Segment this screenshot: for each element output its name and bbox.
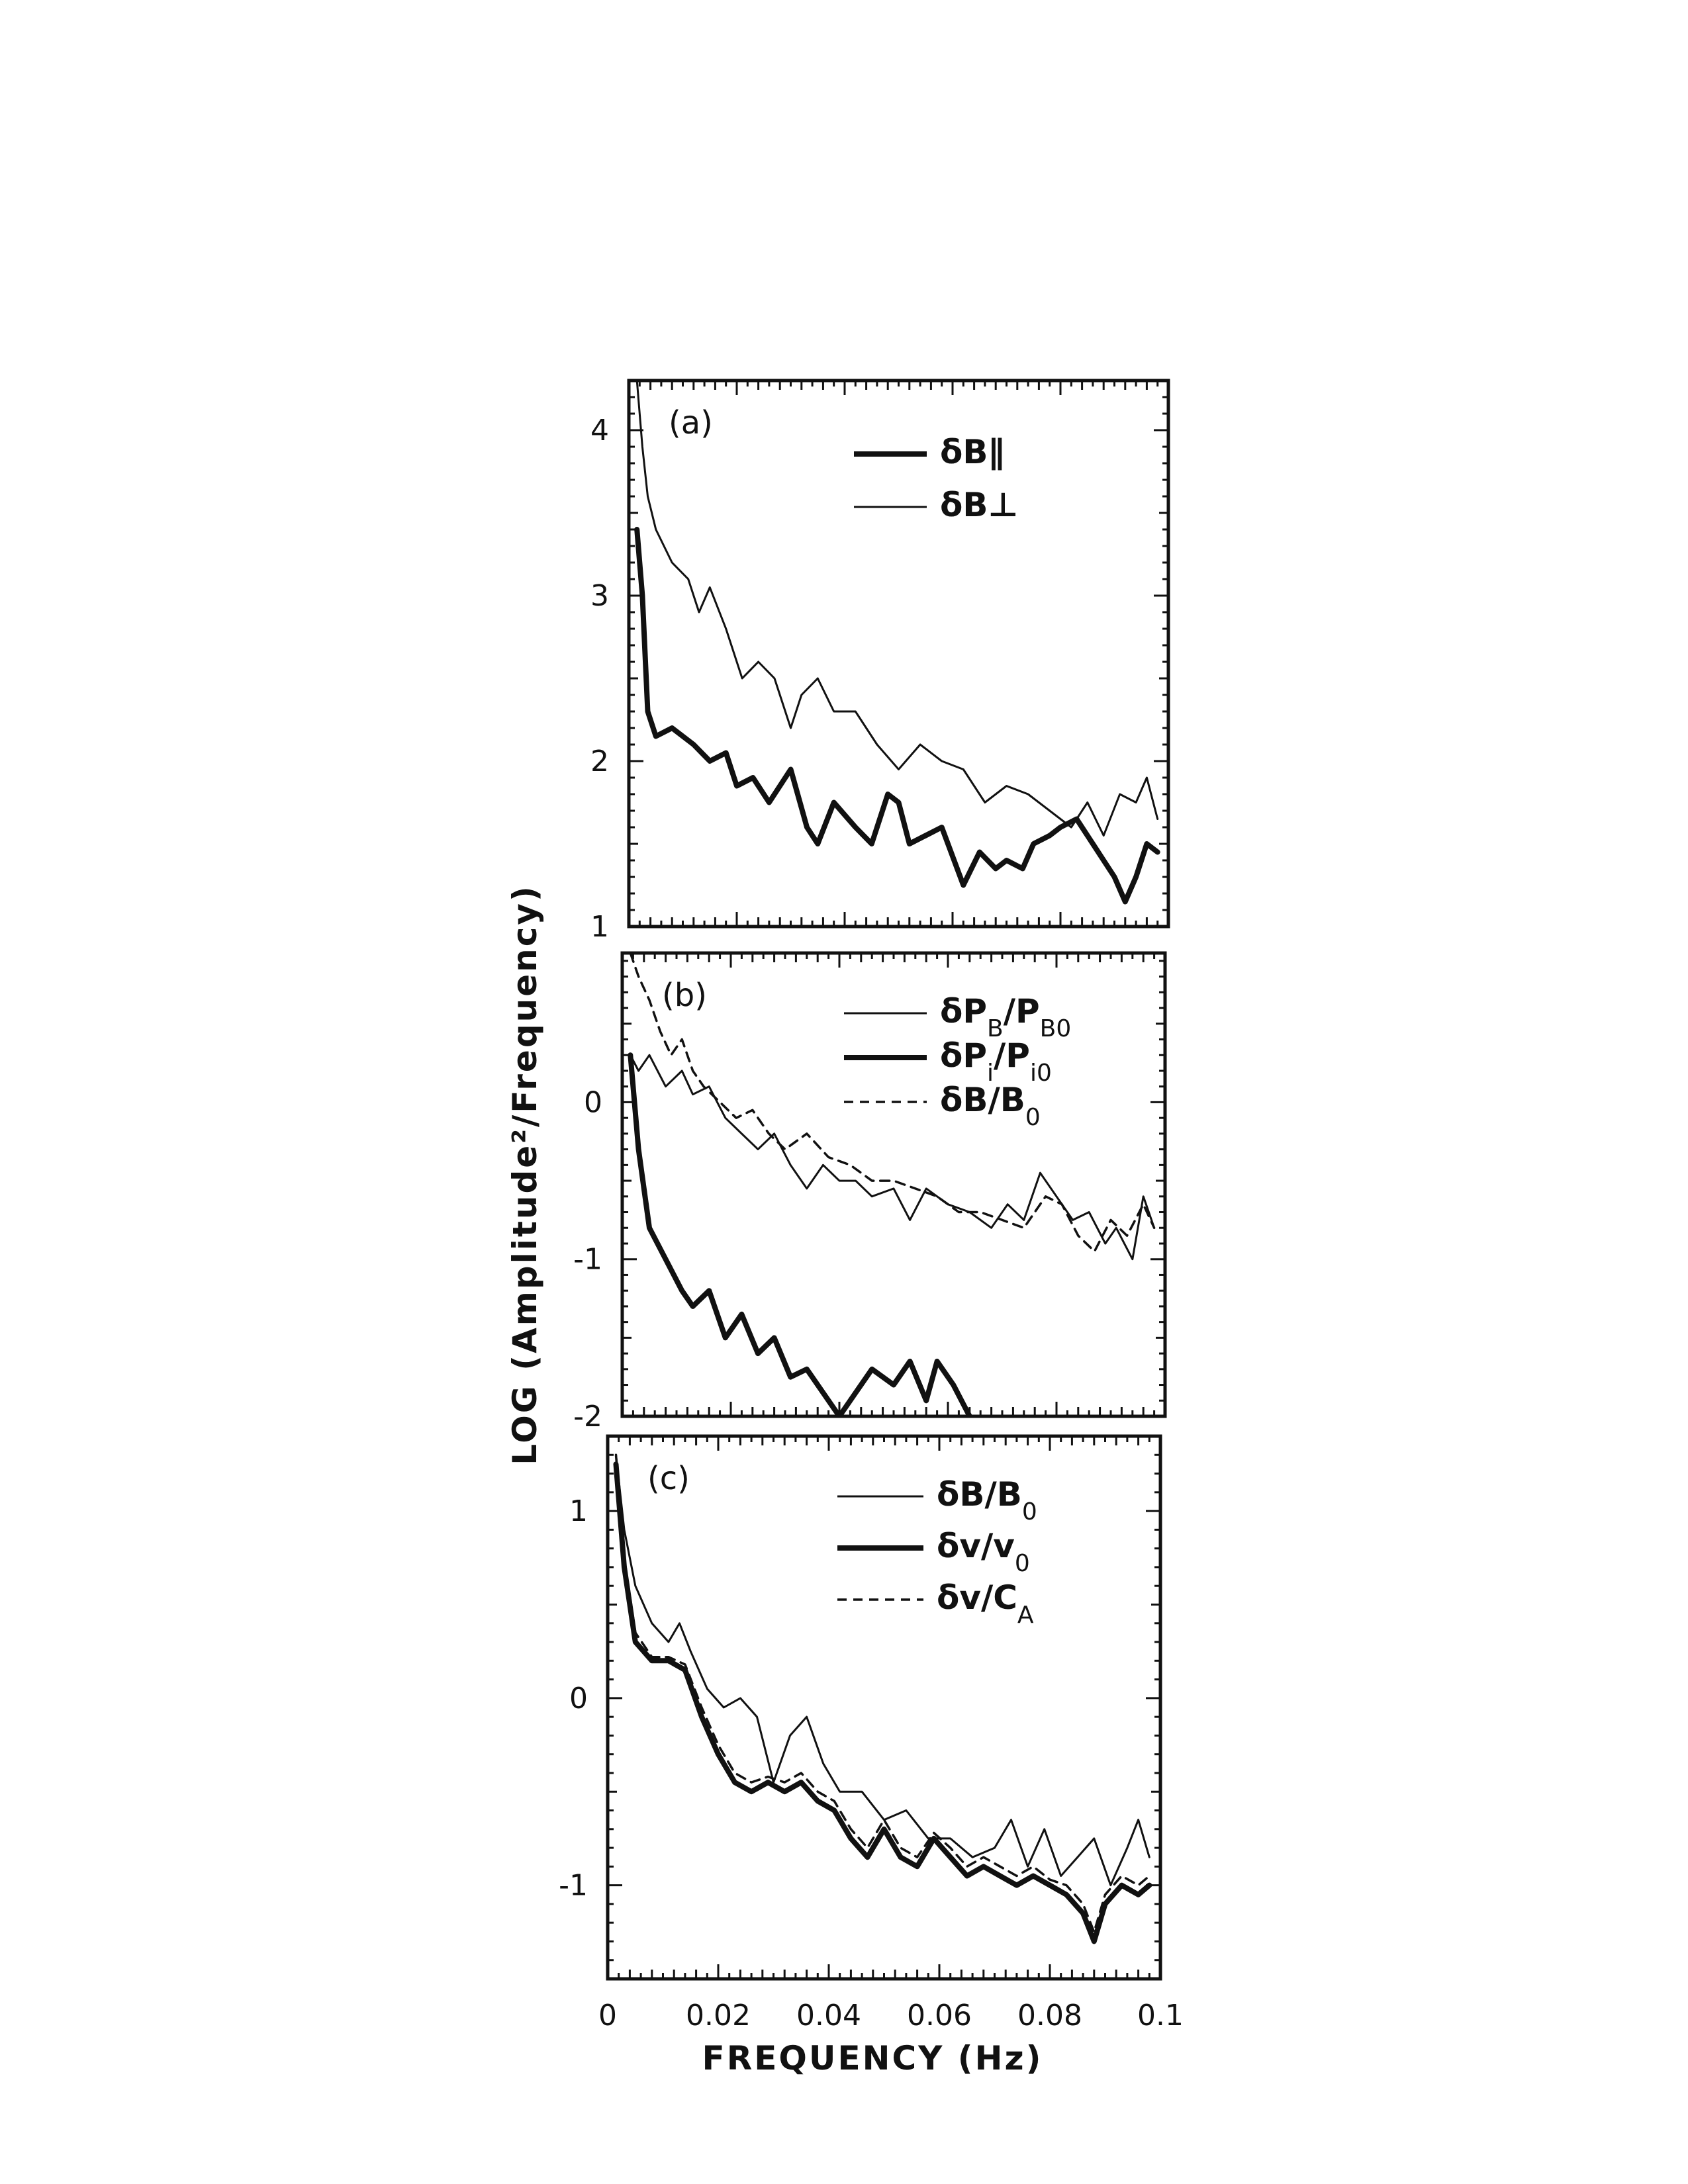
plot-frame	[627, 379, 1170, 929]
series-line	[629, 953, 1156, 1253]
panel-label: (b)	[662, 977, 707, 1014]
y-tick-label: 3	[590, 579, 609, 613]
panel-label: (c)	[647, 1460, 690, 1497]
x-tick-label: 0.08	[1017, 1999, 1082, 2032]
y-tick-label: -2	[573, 1400, 602, 1433]
series-line	[628, 1052, 972, 1416]
panel-c: -1 0 1 0 0.02 0.04 0.06 0.08 0.1 (c) δB/B0δv/v0δv/…	[559, 1434, 1184, 2032]
legend-label: δB⊥	[940, 486, 1018, 524]
x-tick-label: 0	[598, 1999, 617, 2032]
series-line	[613, 1461, 1152, 1944]
y-tick-label: -1	[573, 1243, 602, 1277]
series-line	[614, 1453, 1151, 1934]
series-line	[629, 1054, 1156, 1261]
y-tick-label: 1	[569, 1494, 588, 1528]
panel-label: (a)	[669, 404, 713, 441]
y-tick-label: 1	[590, 910, 609, 944]
y-tick-label: 4	[590, 414, 609, 447]
legend-label: δPi/Pi0	[940, 1036, 1052, 1087]
x-tick-label: 0.02	[686, 1999, 751, 2032]
x-tick-label: 0.1	[1137, 1999, 1184, 2032]
plot-frame	[620, 951, 1167, 1418]
panel-a: 1 2 3 4 (a) δB∥ δB⊥	[590, 379, 1170, 944]
legend-label: δv/v0	[937, 1527, 1030, 1577]
y-tick-label: 0	[569, 1682, 588, 1715]
legend-label: δB/B0	[940, 1081, 1041, 1131]
y-tick-label: 0	[584, 1085, 602, 1119]
series-line	[634, 527, 1160, 905]
series-line	[635, 381, 1159, 837]
x-tick-label: 0.04	[796, 1999, 861, 2032]
y-axis-title: LOG (Amplitude²/Frequency)	[506, 884, 544, 1465]
y-tick-label: -1	[559, 1869, 588, 1903]
legend-label: δB∥	[940, 433, 1004, 471]
x-axis-title: FREQUENCY (Hz)	[702, 2039, 1043, 2077]
x-tick-label: 0.06	[907, 1999, 972, 2032]
y-tick-label: 2	[590, 745, 609, 778]
legend-label: δB/B0	[937, 1475, 1037, 1525]
legend-label: δv/CA	[937, 1578, 1034, 1629]
series-line	[615, 1453, 1150, 1887]
legend-label: δPB/PB0	[940, 992, 1071, 1042]
